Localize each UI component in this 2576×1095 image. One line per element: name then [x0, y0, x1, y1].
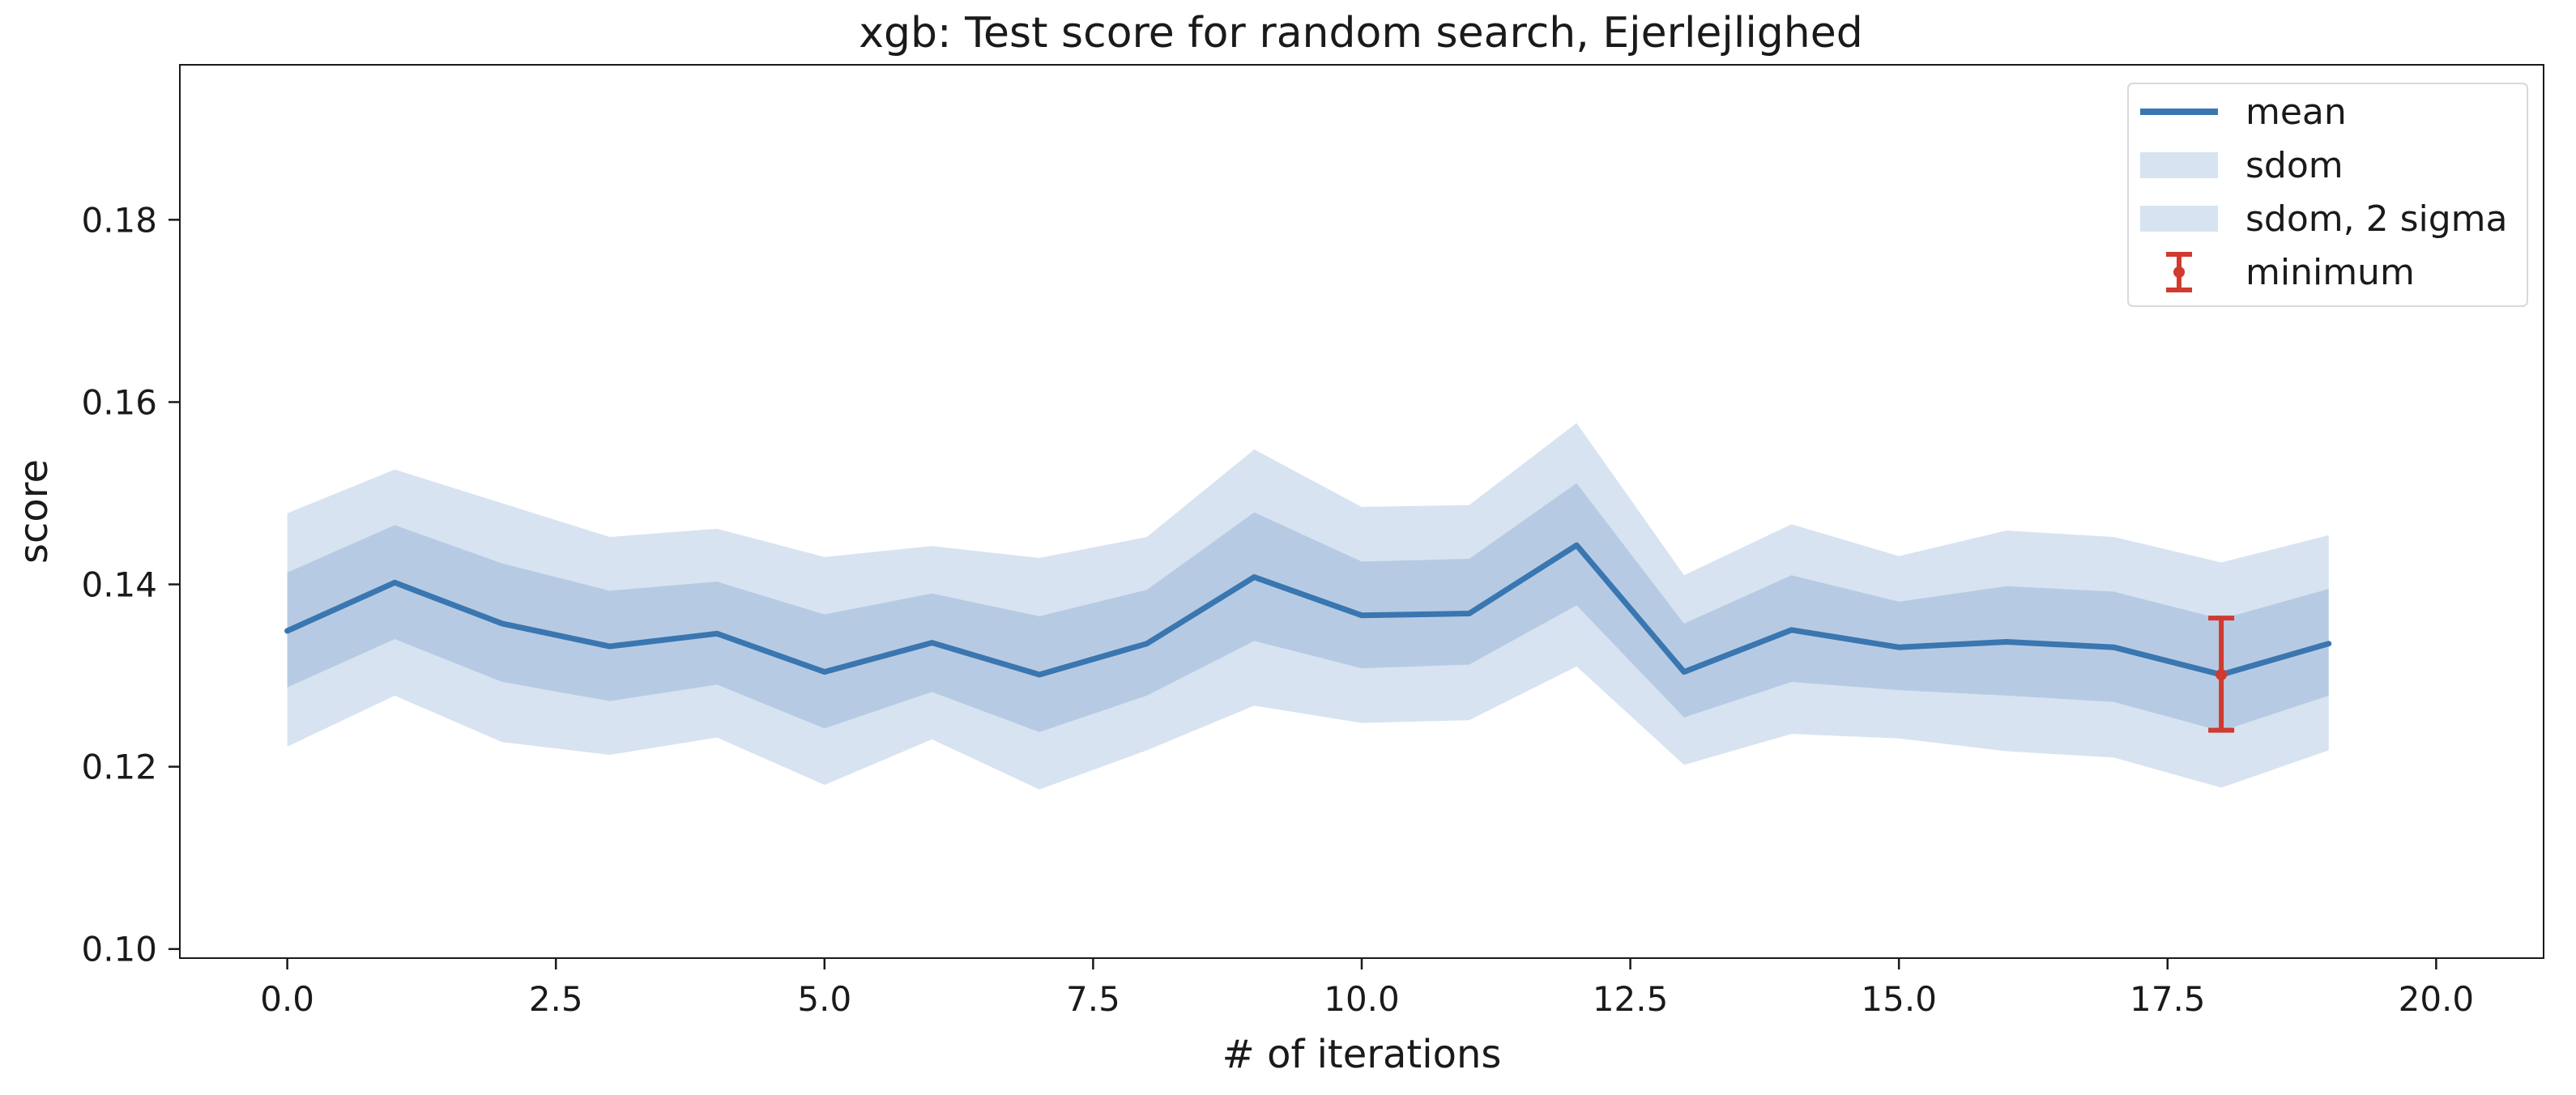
x-tick-label: 5.0 — [797, 979, 851, 1019]
legend-minimum-label: minimum — [2245, 252, 2415, 293]
legend-min-point — [2173, 266, 2185, 278]
minimum-point — [2216, 668, 2228, 680]
chart-title: xgb: Test score for random search, Ejerl… — [859, 9, 1862, 58]
legend-sdom-2sigma-label: sdom, 2 sigma — [2245, 198, 2508, 240]
mean-line-group — [284, 542, 2332, 678]
legend: mean sdom sdom, 2 sigma minimum — [2127, 83, 2528, 307]
legend-sdom-label: sdom — [2245, 145, 2344, 186]
y-tick-label: 0.10 — [81, 930, 157, 969]
x-tick-label: 7.5 — [1066, 979, 1120, 1019]
legend-mean-label: mean — [2245, 92, 2347, 133]
x-tick-label: 12.5 — [1593, 979, 1669, 1019]
minimum-errorbar-group — [2208, 616, 2235, 733]
legend-sdom-swatch — [2140, 152, 2218, 178]
y-axis: 0.10 0.12 0.14 0.16 0.18 — [81, 200, 180, 969]
y-tick-label: 0.16 — [81, 382, 157, 422]
x-tick-label: 17.5 — [2130, 979, 2206, 1019]
x-tick-label: 0.0 — [260, 979, 314, 1019]
band-sdom — [287, 483, 2329, 732]
x-axis-label: # of iterations — [1222, 1032, 1502, 1077]
y-tick-label: 0.14 — [81, 565, 157, 605]
x-tick-label: 20.0 — [2399, 979, 2475, 1019]
confidence-bands — [287, 423, 2329, 790]
series-line-mean — [284, 542, 2332, 678]
y-tick-label: 0.18 — [81, 200, 157, 240]
y-tick-label: 0.12 — [81, 748, 157, 787]
legend-minimum-swatch — [2166, 252, 2192, 292]
x-tick-label: 10.0 — [1324, 979, 1400, 1019]
legend-sdom-2sigma-swatch — [2140, 206, 2218, 232]
x-axis: 0.0 2.5 5.0 7.5 10.0 12.5 15.0 17.5 20.0 — [260, 958, 2474, 1019]
legend-box — [2127, 83, 2528, 307]
x-tick-label: 15.0 — [1861, 979, 1937, 1019]
x-tick-label: 2.5 — [529, 979, 583, 1019]
y-axis-label: score — [11, 459, 57, 564]
